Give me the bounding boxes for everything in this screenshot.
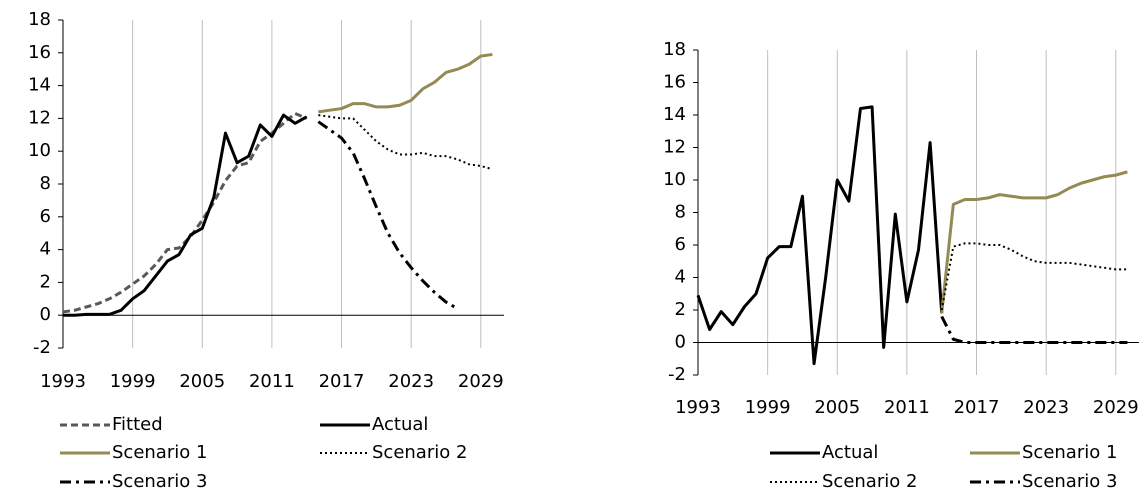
series-line xyxy=(63,113,308,317)
x-tick-label: 2011 xyxy=(249,371,295,392)
series-line xyxy=(940,242,1128,311)
legend-label: Scenario 1 xyxy=(112,442,207,463)
y-tick-label: 12 xyxy=(28,107,51,128)
y-tick-label: 12 xyxy=(663,137,686,158)
x-tick-label: 1993 xyxy=(675,397,721,418)
legend-label: Scenario 3 xyxy=(112,471,207,492)
x-tick-label: 2011 xyxy=(884,397,930,418)
x-tick-label: 2029 xyxy=(1093,397,1139,418)
series-line xyxy=(318,52,493,114)
series-line xyxy=(62,111,308,314)
y-tick-label: 16 xyxy=(663,72,686,93)
x-tick-label: 1999 xyxy=(110,371,156,392)
y-tick-label: 2 xyxy=(40,271,51,292)
y-tick-label: 6 xyxy=(675,234,686,255)
legend-label: Scenario 1 xyxy=(1022,442,1117,463)
series-line xyxy=(317,120,459,310)
y-tick-label: 8 xyxy=(675,202,686,223)
x-tick-label: 2005 xyxy=(814,397,860,418)
x-tick-label: 2029 xyxy=(458,371,504,392)
y-tick-label: -2 xyxy=(33,337,51,358)
x-tick-label: 2017 xyxy=(954,397,1000,418)
legend-label: Fitted xyxy=(112,414,163,435)
x-tick-label: 2005 xyxy=(179,371,225,392)
y-tick-label: -2 xyxy=(668,364,686,385)
legend-label: Actual xyxy=(372,414,428,435)
y-tick-label: 14 xyxy=(28,75,51,96)
y-tick-label: 0 xyxy=(40,304,51,325)
y-tick-label: 14 xyxy=(663,104,686,125)
y-tick-label: 4 xyxy=(40,239,51,260)
legend-label: Scenario 2 xyxy=(822,471,917,492)
y-tick-label: 18 xyxy=(663,39,686,60)
x-tick-label: 1993 xyxy=(40,371,86,392)
legend-label: Scenario 2 xyxy=(372,442,467,463)
legend-label: Scenario 3 xyxy=(1022,471,1117,492)
y-tick-label: 10 xyxy=(28,140,51,161)
x-tick-label: 1999 xyxy=(745,397,791,418)
y-tick-label: 8 xyxy=(40,173,51,194)
y-tick-label: 6 xyxy=(40,206,51,227)
y-tick-label: 2 xyxy=(675,299,686,320)
series-line xyxy=(940,170,1128,314)
y-tick-label: 0 xyxy=(675,332,686,353)
x-tick-label: 2023 xyxy=(388,371,434,392)
series-line xyxy=(940,315,1128,344)
y-tick-label: 4 xyxy=(675,267,686,288)
x-tick-label: 2017 xyxy=(319,371,365,392)
series-line xyxy=(696,105,944,366)
y-tick-label: 10 xyxy=(663,169,686,190)
series-line xyxy=(318,114,493,171)
x-tick-label: 2023 xyxy=(1023,397,1069,418)
legend-label: Actual xyxy=(822,442,878,463)
y-tick-label: 18 xyxy=(28,9,51,30)
y-tick-label: 16 xyxy=(28,42,51,63)
